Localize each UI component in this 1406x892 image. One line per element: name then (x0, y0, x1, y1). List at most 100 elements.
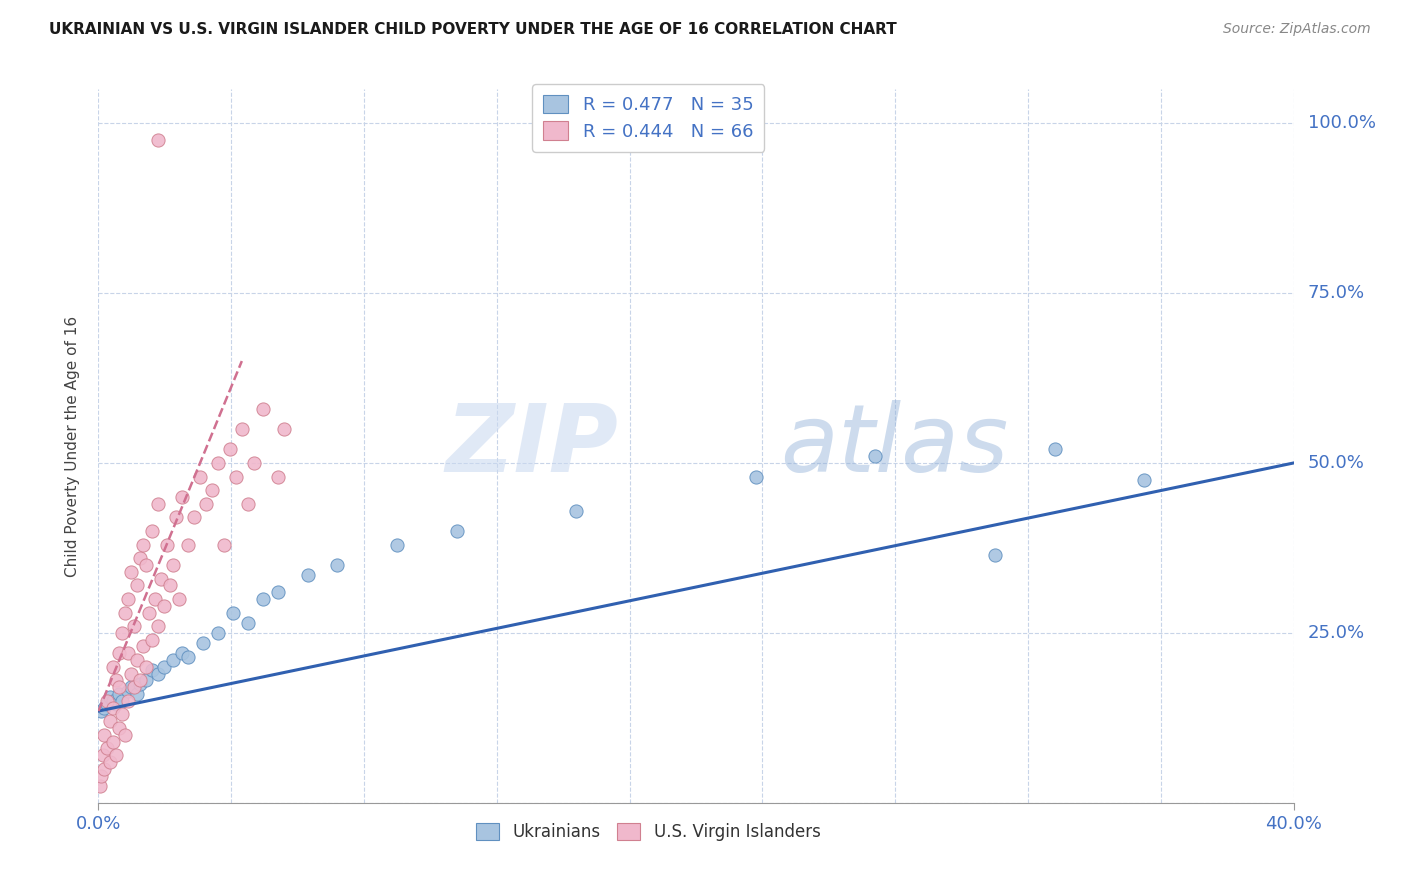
Point (108, 721, 131, 735)
Point (159, 578, 181, 592)
Point (138, 606, 160, 620)
Point (207, 456, 229, 470)
Point (93, 728, 115, 742)
Point (177, 537, 200, 551)
Point (1133, 473, 1156, 487)
Point (148, 497, 170, 511)
Point (745, 469, 768, 483)
Point (108, 680, 131, 694)
Point (103, 694, 125, 708)
Text: ZIP: ZIP (446, 400, 619, 492)
Point (162, 653, 184, 667)
Point (252, 591, 274, 606)
Point (124, 680, 146, 694)
Point (90, 704, 112, 718)
Text: 100.0%: 100.0% (1308, 114, 1376, 132)
Text: 50.0%: 50.0% (1308, 454, 1365, 472)
Point (148, 133, 170, 147)
Point (252, 401, 274, 416)
Point (105, 748, 128, 763)
Point (91, 748, 114, 763)
Point (98, 755, 122, 769)
Point (117, 683, 139, 698)
Point (172, 646, 194, 660)
Point (120, 680, 142, 694)
Point (127, 653, 149, 667)
Point (96, 698, 118, 712)
Point (124, 619, 146, 633)
Point (135, 673, 157, 688)
Point (98, 714, 122, 729)
Point (127, 687, 149, 701)
Point (141, 524, 163, 538)
Point (117, 591, 139, 606)
Point (236, 497, 259, 511)
Point (108, 687, 131, 701)
Point (120, 666, 142, 681)
Text: UKRAINIAN VS U.S. VIRGIN ISLANDER CHILD POVERTY UNDER THE AGE OF 16 CORRELATION : UKRAINIAN VS U.S. VIRGIN ISLANDER CHILD … (49, 22, 897, 37)
Point (273, 422, 295, 436)
Point (162, 558, 184, 572)
Point (236, 615, 259, 630)
Text: 75.0%: 75.0% (1308, 284, 1365, 302)
Point (103, 734, 125, 748)
Legend: Ukrainians, U.S. Virgin Islanders: Ukrainians, U.S. Virgin Islanders (470, 816, 827, 848)
Point (167, 591, 190, 606)
Point (865, 449, 887, 463)
Point (1043, 442, 1066, 457)
Point (143, 591, 166, 606)
Point (201, 483, 224, 498)
Point (188, 469, 211, 483)
Point (96, 694, 118, 708)
Point (96, 741, 118, 756)
Point (150, 572, 173, 586)
Point (267, 469, 290, 483)
Point (90, 769, 112, 783)
Point (93, 762, 115, 776)
Point (98, 690, 122, 705)
Point (191, 636, 214, 650)
Point (117, 694, 139, 708)
Point (231, 422, 253, 436)
Text: atlas: atlas (779, 401, 1008, 491)
Point (105, 698, 128, 712)
Point (93, 700, 115, 714)
Point (297, 568, 319, 582)
Point (111, 694, 134, 708)
Point (172, 490, 194, 504)
Point (207, 626, 229, 640)
Point (114, 606, 136, 620)
Point (153, 660, 176, 674)
Point (148, 619, 170, 633)
Point (103, 660, 125, 674)
Point (385, 537, 409, 551)
Point (222, 606, 245, 620)
Point (195, 497, 218, 511)
Point (183, 510, 205, 524)
Point (120, 565, 142, 579)
Point (132, 640, 155, 654)
Point (111, 707, 134, 722)
Point (105, 673, 128, 688)
Point (117, 646, 139, 660)
Point (153, 599, 176, 613)
Point (114, 728, 136, 742)
Point (141, 632, 163, 647)
Point (326, 558, 349, 572)
Point (129, 677, 152, 691)
Point (141, 663, 163, 677)
Point (243, 456, 266, 470)
Point (111, 626, 134, 640)
Text: 25.0%: 25.0% (1308, 624, 1365, 642)
Text: Source: ZipAtlas.com: Source: ZipAtlas.com (1223, 22, 1371, 37)
Point (129, 551, 152, 566)
Point (225, 469, 247, 483)
Point (148, 666, 170, 681)
Point (984, 548, 1007, 562)
Point (177, 649, 200, 664)
Point (135, 660, 157, 674)
Point (127, 578, 149, 592)
Point (267, 585, 290, 599)
Point (446, 524, 468, 538)
Point (565, 503, 588, 517)
